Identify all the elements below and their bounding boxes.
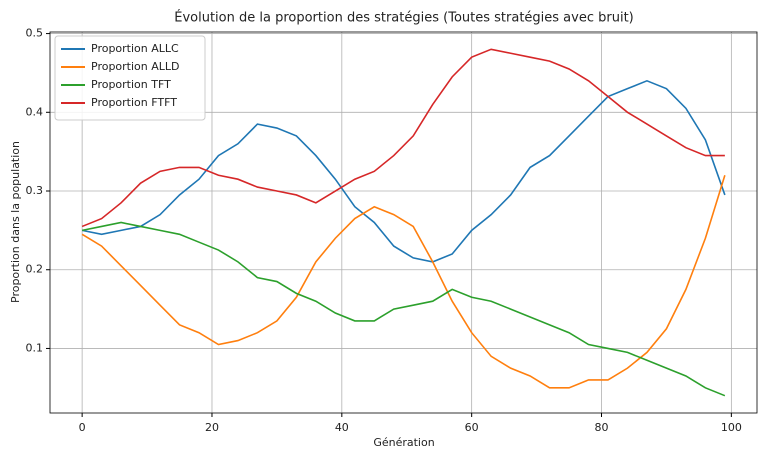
legend-label: Proportion ALLD [91, 60, 180, 73]
legend: Proportion ALLC Proportion ALLD Proportion… [54, 35, 206, 121]
series-line [81, 79, 726, 263]
y-tick-label: 0.2 [26, 263, 44, 276]
plot-frame [49, 31, 758, 414]
series-line [81, 221, 726, 397]
y-tick-label: 0.5 [26, 27, 44, 40]
series-line [81, 48, 725, 228]
x-tick-label: 40 [335, 421, 349, 434]
legend-box [54, 35, 206, 121]
y-tick-label: 0.4 [26, 105, 44, 118]
x-tick-label: 100 [721, 421, 742, 434]
x-tick-label: 60 [465, 421, 479, 434]
y-tick-label: 0.1 [26, 341, 44, 354]
series-line [81, 175, 726, 389]
legend-label: Proportion TFT [91, 78, 171, 91]
legend-label: Proportion FTFT [91, 96, 177, 109]
grid [50, 32, 757, 413]
plot [81, 48, 726, 397]
x-tick-label: 80 [595, 421, 609, 434]
x-tick-label: 0 [79, 421, 86, 434]
chart-title: Évolution de la proportion des stratégie… [174, 10, 633, 26]
legend-label: Proportion ALLC [91, 42, 179, 55]
x-tick-label: 20 [205, 421, 219, 434]
y-axis-label: Proportion dans la population [9, 141, 22, 303]
y-tick-label: 0.3 [26, 184, 44, 197]
x-axis-label: Génération [373, 436, 434, 449]
